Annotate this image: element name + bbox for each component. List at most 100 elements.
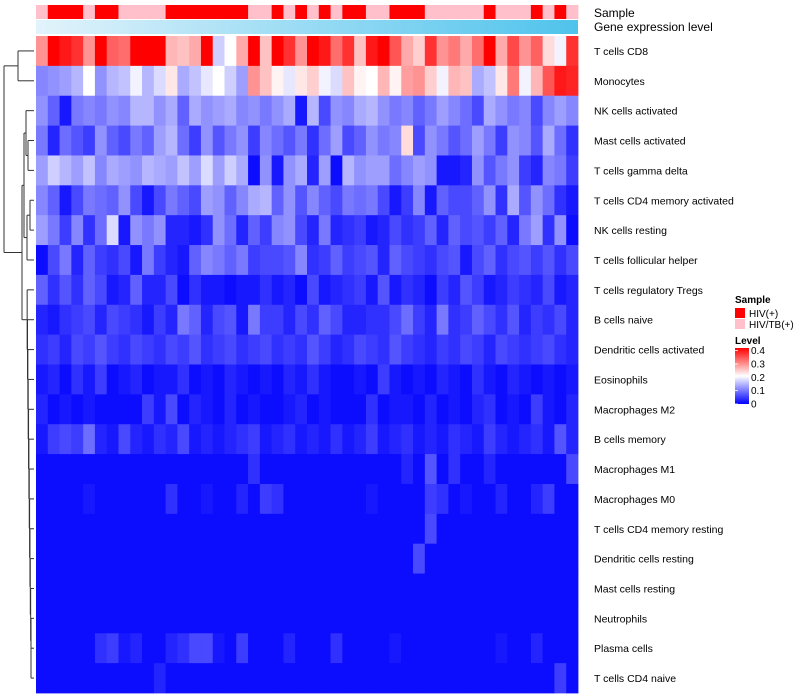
heatmap-cell (377, 513, 390, 545)
heatmap-cell (224, 394, 237, 425)
heatmap-cell (224, 543, 237, 574)
heatmap-cell (365, 95, 379, 126)
heatmap-cell (36, 95, 49, 126)
heatmap-cell (177, 394, 190, 425)
heatmap-cell (248, 543, 261, 574)
heatmap-cell (236, 245, 249, 276)
heatmap-cell (94, 603, 108, 634)
heatmap-cell (177, 95, 190, 126)
heatmap-cell (365, 334, 379, 365)
level-color-ramp (735, 348, 749, 404)
heatmap-cell (495, 633, 508, 664)
heatmap-cell (354, 185, 367, 216)
heatmap-cell (342, 454, 355, 485)
heatmap-cell (189, 513, 202, 545)
heatmap-cell (47, 603, 60, 634)
heatmap-cell (283, 65, 296, 97)
heatmap-cell (530, 424, 544, 455)
heatmap-cell (94, 663, 108, 694)
heatmap-cell (165, 454, 178, 485)
heatmap-cell (471, 483, 485, 515)
heatmap-cell (401, 454, 414, 485)
level-tick-label: 0.2 (751, 373, 765, 384)
heatmap-cell (318, 215, 331, 246)
heatmap-cell (483, 155, 496, 186)
heatmap-cell (71, 125, 84, 156)
heatmap-cell (130, 185, 143, 216)
heatmap-cell (566, 36, 579, 67)
heatmap-cell (566, 603, 579, 634)
heatmap-cell (448, 215, 461, 246)
heatmap-cell (519, 245, 532, 276)
heatmap-cell (36, 573, 49, 604)
heatmap-cell (142, 633, 155, 664)
heatmap-cell (530, 304, 544, 336)
heatmap-cell (413, 65, 426, 97)
heatmap-cell (94, 483, 108, 515)
heatmap-cell (330, 663, 343, 694)
heatmap-cell (142, 125, 155, 156)
heatmap-cell (354, 573, 367, 604)
heatmap-cell (307, 95, 320, 126)
heatmap-cell (307, 543, 320, 574)
heatmap-cell (413, 573, 426, 604)
heatmap-cell (507, 65, 520, 97)
heatmap-cell (471, 36, 485, 67)
heatmap-cell (448, 483, 461, 515)
heatmap-cell (153, 513, 167, 545)
heatmap-cell (424, 483, 438, 515)
heatmap-cell (460, 633, 473, 664)
heatmap-cell (330, 125, 343, 156)
heatmap-cell (36, 36, 49, 67)
heatmap-cell (330, 394, 343, 425)
row-label: T cells CD4 memory activated (594, 195, 734, 207)
sample-cell (530, 5, 544, 19)
heatmap-cell (271, 155, 284, 186)
heatmap-cell (177, 125, 190, 156)
heatmap-cell (295, 36, 308, 67)
heatmap-cell (142, 245, 155, 276)
sample-cell (471, 5, 485, 19)
heatmap-cell (177, 454, 190, 485)
heatmap-cell (259, 304, 273, 336)
heatmap-cell (365, 394, 379, 425)
heatmap-cell (283, 95, 296, 126)
sample-cell (342, 5, 355, 19)
heatmap-cell (342, 603, 355, 634)
heatmap-cell (424, 424, 438, 455)
heatmap-cell (495, 454, 508, 485)
heatmap-cell (142, 36, 155, 67)
heatmap-cell (295, 394, 308, 425)
heatmap-cell (542, 603, 555, 634)
heatmap-cell (495, 483, 508, 515)
heatmap-cell (248, 334, 261, 365)
heatmap-cell (401, 573, 414, 604)
heatmap-cell (460, 483, 473, 515)
heatmap-cell (354, 95, 367, 126)
heatmap-cell (142, 65, 155, 97)
heatmap-cell (83, 603, 96, 634)
heatmap-cell (212, 95, 225, 126)
heatmap-cell (436, 65, 449, 97)
heatmap-cell (554, 215, 567, 246)
heatmap-cell (530, 543, 544, 574)
heatmap-cell (212, 483, 225, 515)
heatmap-cell (283, 483, 296, 515)
heatmap-cell (318, 394, 331, 425)
heatmap-cell (212, 36, 225, 67)
heatmap-cell (530, 513, 544, 545)
heatmap-cell (389, 424, 402, 455)
heatmap-cell (365, 454, 379, 485)
sample-cell (330, 5, 343, 19)
heatmap-cell (554, 603, 567, 634)
heatmap-cell (495, 513, 508, 545)
heatmap-cell (365, 185, 379, 216)
heatmap-cell (259, 483, 273, 515)
heatmap-cell (519, 125, 532, 156)
row-label: T cells gamma delta (594, 165, 688, 177)
heatmap-cell (106, 663, 119, 694)
heatmap-cell (448, 185, 461, 216)
heatmap-cell (106, 334, 119, 365)
heatmap-cell (118, 603, 131, 634)
row-label: T cells follicular helper (594, 255, 698, 267)
